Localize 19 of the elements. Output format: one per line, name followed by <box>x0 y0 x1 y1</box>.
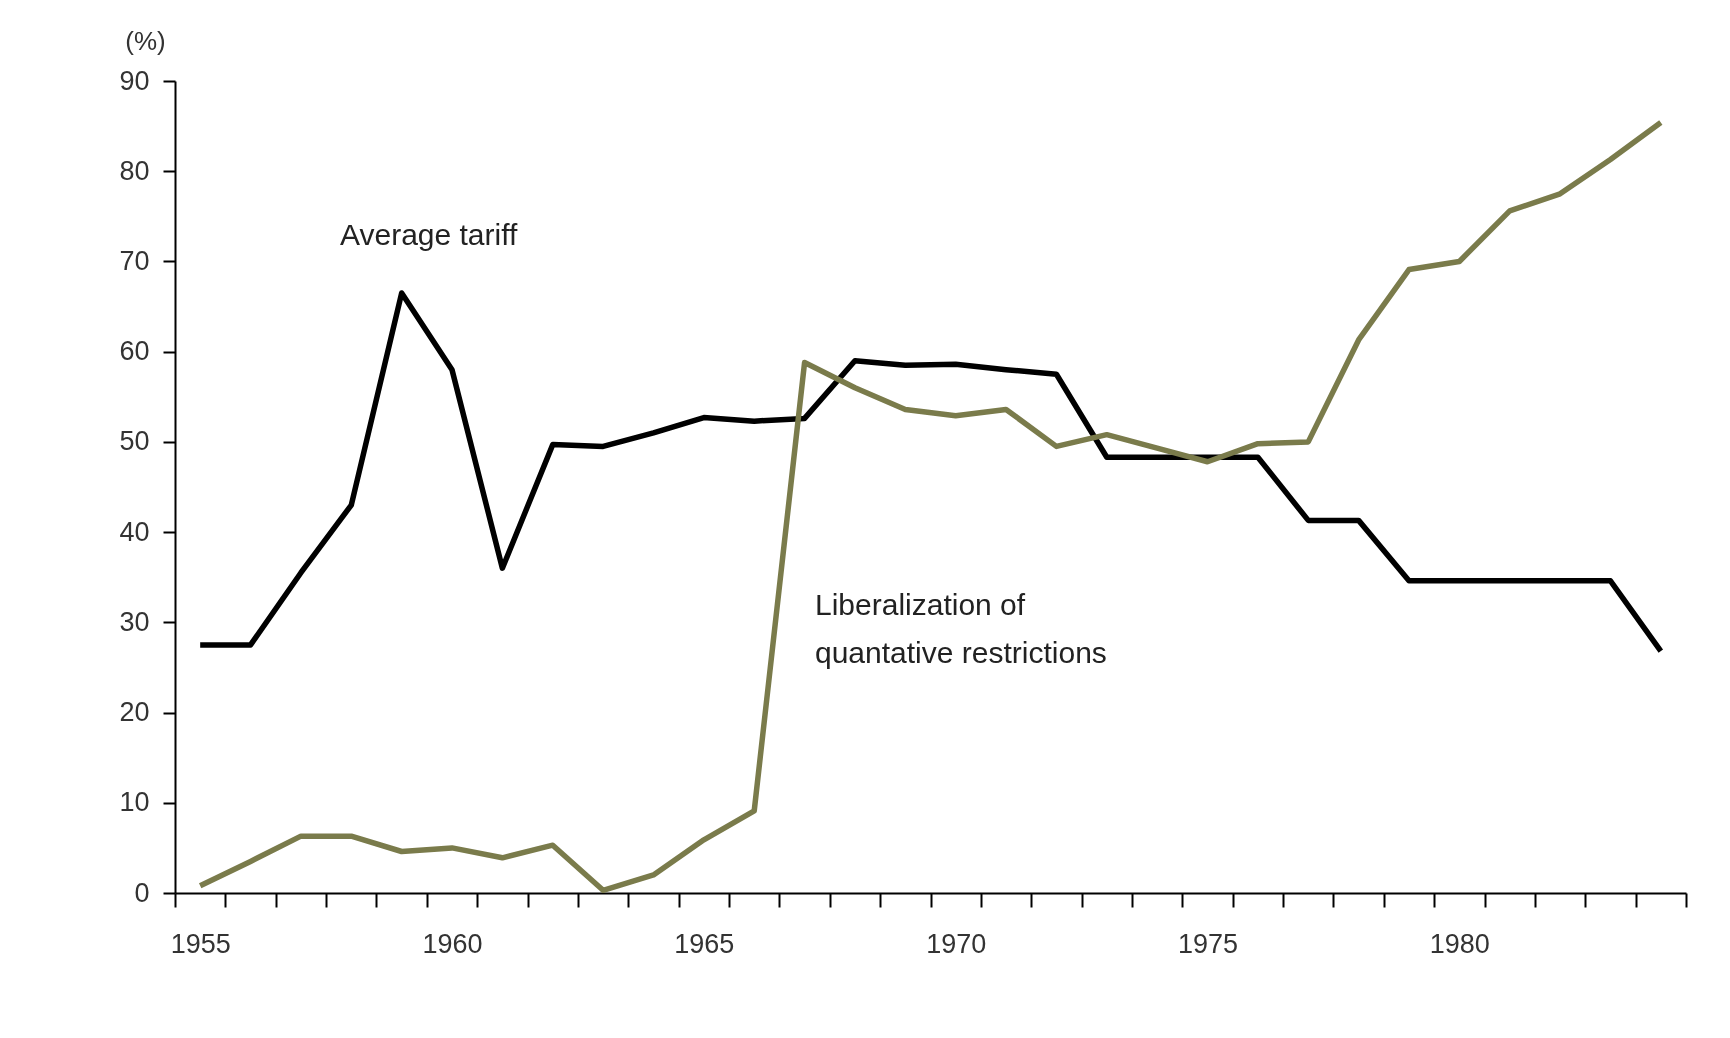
text: Average tariff <box>340 218 518 251</box>
y-tick-label: 30 <box>119 606 150 637</box>
x-tick-label: 1965 <box>674 928 735 959</box>
y-tick-label: 90 <box>119 65 150 96</box>
x-tick-label: 1975 <box>1177 928 1239 959</box>
y-tick-label: 0 <box>134 877 150 908</box>
x-tick-label: 1955 <box>170 928 231 959</box>
y-tick-label: 20 <box>119 697 150 728</box>
series-label: Liberalization of quantative restrictions <box>815 588 1107 669</box>
x-tick-label: 1960 <box>422 928 483 959</box>
y-tick-label: 40 <box>119 516 150 547</box>
x-tick-label: 1980 <box>1429 928 1490 959</box>
x-tick-label: 1970 <box>926 928 987 959</box>
y-tick-label: 50 <box>119 426 150 457</box>
y-tick-label: 60 <box>119 336 150 367</box>
y-tick-label: 80 <box>119 155 150 186</box>
y-tick-label: 70 <box>119 245 150 276</box>
y-axis-title: (%) <box>125 25 166 56</box>
y-tick-label: 10 <box>119 787 150 818</box>
